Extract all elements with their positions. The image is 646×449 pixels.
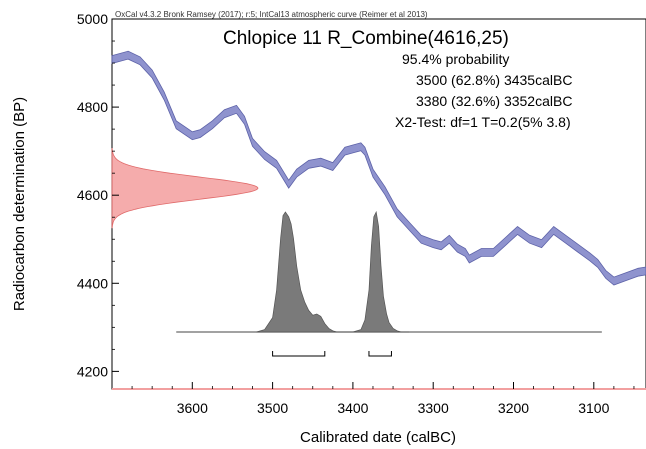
chart-title: Chlopice 11 R_Combine(4616,25): [223, 28, 509, 49]
x-tick-label-3500: 3500: [257, 400, 288, 416]
x-tick-label-3600: 3600: [177, 400, 208, 416]
software-header: OxCal v4.3.2 Bronk Ramsey (2017); r:5; I…: [115, 10, 428, 19]
radiocarbon-measurement-distribution: [111, 148, 259, 229]
range-bracket-2: [368, 351, 392, 357]
calibrated-date-distribution: [256, 210, 410, 333]
y-tick-label-5000: 5000: [77, 11, 108, 27]
x-axis-label: Calibrated date (calBC): [300, 429, 456, 446]
range-bracket-1: [272, 351, 326, 357]
chi2-test-label: X2-Test: df=1 T=0.2(5% 3.8): [395, 114, 571, 130]
y-axis-label: Radiocarbon determination (BP): [11, 97, 28, 311]
probability-label: 95.4% probability: [402, 51, 509, 67]
y-tick-label-4800: 4800: [77, 99, 108, 115]
y-tick-label-4200: 4200: [77, 363, 108, 379]
range-2-label: 3380 (32.6%) 3352calBC: [416, 93, 572, 109]
x-tick-label-3300: 3300: [418, 400, 449, 416]
x-tick-label-3100: 3100: [578, 400, 609, 416]
x-tick-label-3200: 3200: [498, 400, 529, 416]
x-tick-label-3400: 3400: [337, 400, 368, 416]
calibration-curve-band: [111, 50, 646, 286]
y-tick-label-4600: 4600: [77, 187, 108, 203]
y-tick-label-4400: 4400: [77, 275, 108, 291]
range-1-label: 3500 (62.8%) 3435calBC: [416, 72, 572, 88]
